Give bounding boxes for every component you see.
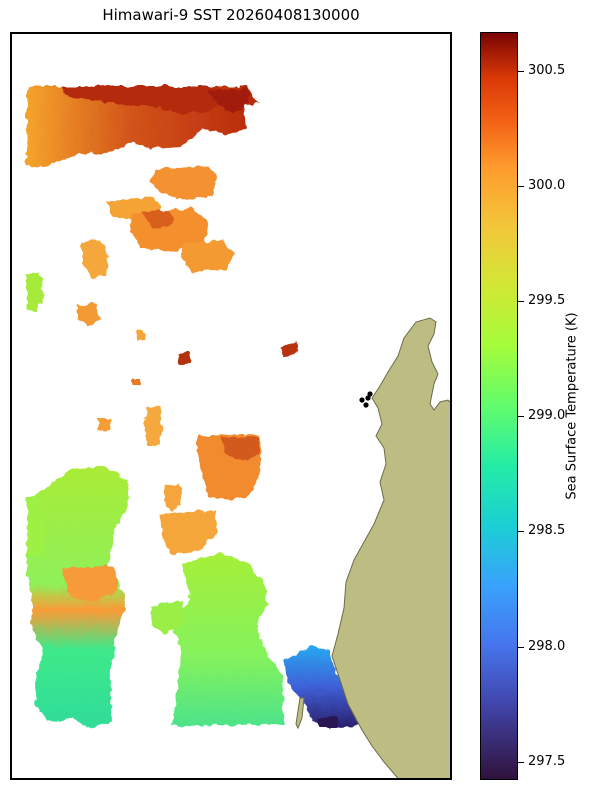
map-panel (10, 32, 452, 780)
sst-patch-frag6 (82, 240, 108, 278)
sst-patch-central-frag (164, 484, 182, 512)
station-marker (365, 395, 371, 401)
colorbar-tick (518, 531, 524, 533)
colorbar-tick-label: 300.5 (528, 63, 566, 79)
colorbar-tick (518, 761, 524, 763)
sst-patch-central-hot (222, 436, 260, 462)
sst-map (27, 86, 450, 778)
colorbar-tick-label: 299.5 (528, 293, 566, 309)
sst-patch-frag12 (132, 378, 140, 386)
sst-patch-frag4 (142, 210, 174, 230)
sst-patch-se (284, 646, 358, 728)
sst-patch-frag13 (144, 406, 162, 446)
sst-data-layer (27, 86, 358, 728)
sst-patch-frag5 (180, 240, 234, 272)
sst-patch-frag7 (27, 272, 44, 312)
sst-patch-west-strip (27, 494, 46, 556)
sst-patch-west-orange (62, 566, 118, 602)
sst-patch-frag10 (177, 352, 190, 364)
colorbar-tick (518, 646, 524, 648)
sst-patch-frag1 (150, 166, 217, 200)
colorbar-label: Sea Surface Temperature (K) (564, 312, 580, 500)
colorbar-tick-label: 298.0 (528, 638, 566, 654)
sst-patch-frag14 (98, 418, 110, 430)
colorbar-tick (518, 71, 524, 73)
station-marker (363, 402, 369, 408)
sst-patch-north-hot2 (207, 88, 250, 114)
sst-patch-frag11 (280, 342, 298, 356)
station-marker (367, 391, 373, 397)
colorbar-tick (518, 301, 524, 303)
colorbar (480, 32, 518, 780)
sst-patch-mid (172, 552, 284, 726)
sst-patch-north-hot (62, 86, 227, 114)
colorbar-tick-label: 300.0 (528, 178, 566, 194)
station-marker (359, 397, 365, 403)
colorbar-tick-label: 297.5 (528, 753, 566, 769)
land-mass (331, 317, 450, 778)
sst-patch-se-deep (318, 716, 338, 728)
colorbar-tick (518, 416, 524, 418)
sst-patch-mid-left (150, 600, 184, 634)
sst-patch-central-frag2 (160, 510, 218, 554)
map-title: Himawari-9 SST 20260408130000 (102, 6, 360, 24)
sst-patch-frag9 (136, 328, 146, 342)
colorbar-tick-label: 298.5 (528, 523, 566, 539)
station-markers (359, 391, 373, 408)
colorbar-tick-label: 299.0 (528, 408, 566, 424)
island (295, 697, 305, 730)
colorbar-tick (518, 186, 524, 188)
sst-patch-frag8 (78, 304, 100, 326)
